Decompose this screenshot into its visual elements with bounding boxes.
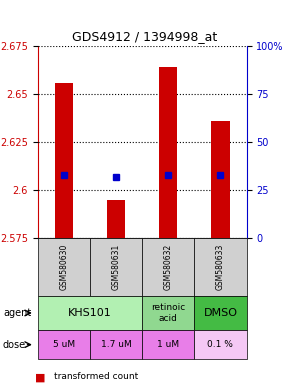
Bar: [107, 200, 125, 238]
Bar: [55, 83, 73, 238]
Text: 5 uM: 5 uM: [53, 340, 75, 349]
Text: dose: dose: [3, 339, 26, 350]
Text: 0.1 %: 0.1 %: [207, 340, 233, 349]
Text: ■: ■: [35, 372, 45, 382]
Bar: [211, 121, 230, 238]
Text: GSM580630: GSM580630: [59, 244, 68, 290]
Text: KHS101: KHS101: [68, 308, 112, 318]
Text: GSM580632: GSM580632: [164, 244, 173, 290]
Text: DMSO: DMSO: [203, 308, 238, 318]
Text: GSM580631: GSM580631: [111, 244, 121, 290]
Bar: [159, 67, 177, 238]
Text: 1.7 uM: 1.7 uM: [101, 340, 131, 349]
Text: 1 uM: 1 uM: [157, 340, 179, 349]
Text: GDS4912 / 1394998_at: GDS4912 / 1394998_at: [72, 30, 218, 43]
Text: agent: agent: [3, 308, 31, 318]
Text: retinoic
acid: retinoic acid: [151, 303, 185, 323]
Text: transformed count: transformed count: [54, 372, 138, 381]
Text: GSM580633: GSM580633: [216, 244, 225, 290]
